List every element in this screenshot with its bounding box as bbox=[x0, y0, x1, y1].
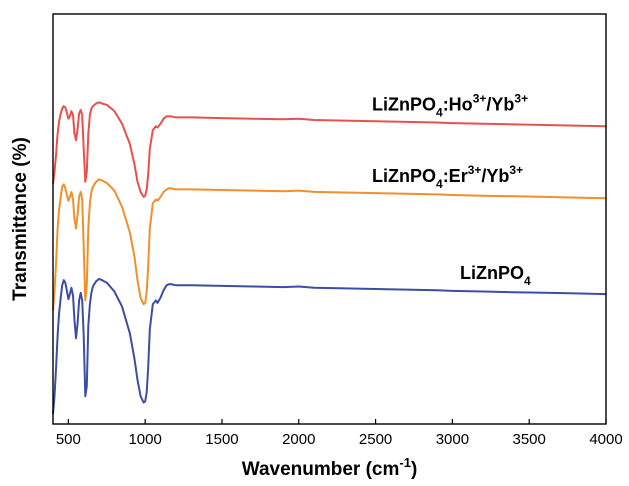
x-axis-title-superscript: -1 bbox=[399, 455, 411, 470]
x-axis-title-tail: ) bbox=[411, 459, 417, 480]
x-axis-title: Wavenumber (cm-1) bbox=[242, 455, 418, 480]
x-axis-title-text: Wavenumber (cm bbox=[242, 459, 400, 480]
plot-frame bbox=[52, 13, 607, 425]
series-label-layer: LiZnPO4 LiZnPO4:Er3+/Yb3+ LiZnPO4:Ho3+/Yb3… bbox=[372, 91, 531, 288]
x-tick-label: 3000 bbox=[436, 431, 469, 448]
series-line-0 bbox=[52, 277, 607, 414]
x-tick-label: 1000 bbox=[128, 431, 161, 448]
x-tick-label: 2500 bbox=[359, 431, 392, 448]
x-tick-label: 2000 bbox=[282, 431, 315, 448]
y-axis-title: Transmittance (%) bbox=[10, 137, 31, 301]
series-label-2: LiZnPO4:Ho3+/Yb3+ bbox=[372, 91, 528, 119]
series-label-0: LiZnPO4 bbox=[460, 263, 531, 288]
x-tick-label: 500 bbox=[56, 431, 81, 448]
x-tick-label: 1500 bbox=[205, 431, 238, 448]
x-tick-label: 3500 bbox=[513, 431, 546, 448]
x-tick-layer: 500 1000 1500 2000 2500 3000 3500 4000 bbox=[56, 419, 623, 448]
series-line-1 bbox=[52, 178, 607, 311]
series-line-2 bbox=[52, 101, 607, 198]
series-layer bbox=[52, 101, 607, 414]
x-tick-label: 4000 bbox=[589, 431, 622, 448]
series-label-1: LiZnPO4:Er3+/Yb3+ bbox=[372, 163, 523, 191]
